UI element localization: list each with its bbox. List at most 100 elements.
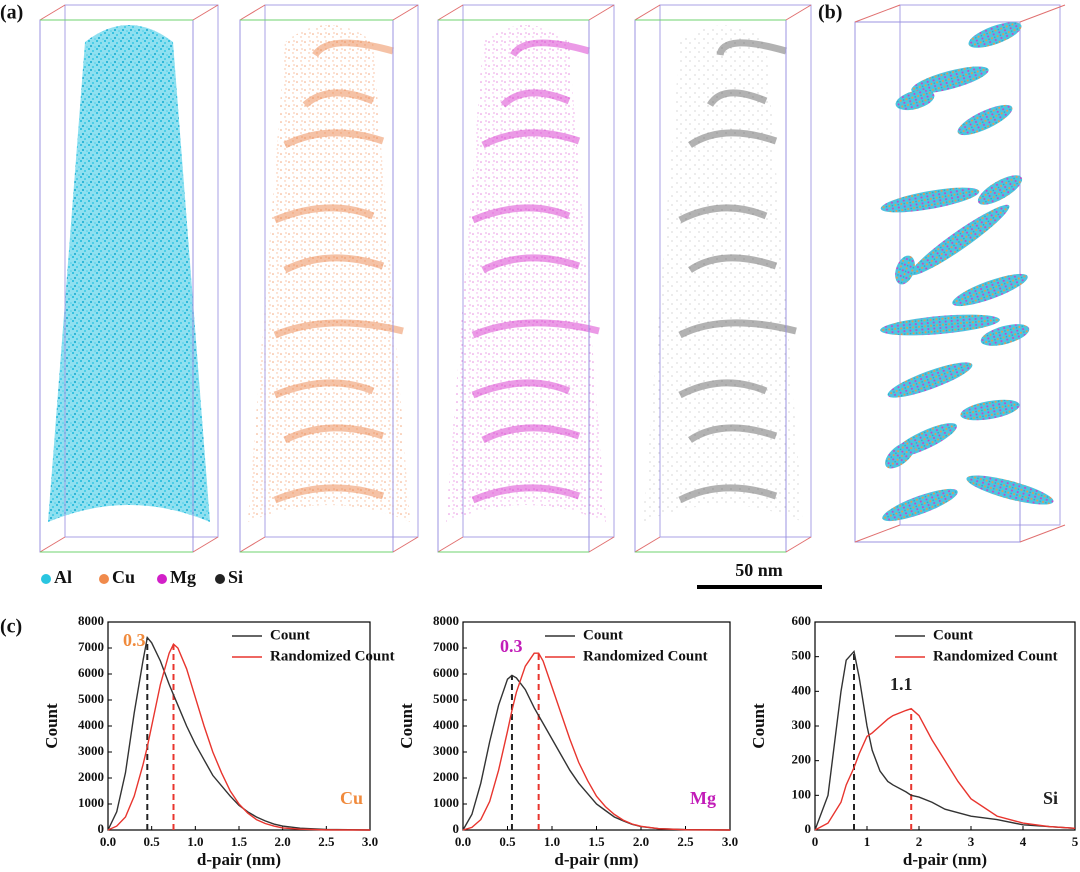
box-back: [264, 4, 419, 538]
y-tick-label: 200: [792, 752, 812, 767]
reconstructions: [39, 4, 1066, 553]
precipitate-band: [471, 319, 600, 339]
y-tick-label: 600: [792, 613, 812, 628]
y-tick-label: 5000: [78, 691, 104, 706]
precipitate-band: [678, 379, 768, 399]
box-edge: [785, 536, 812, 553]
x-tick-label: 2.5: [677, 834, 694, 849]
x-tick-label: 1.5: [231, 834, 248, 849]
box-edge: [437, 4, 464, 21]
precipitate-band: [500, 89, 571, 108]
box-edge: [634, 536, 661, 553]
precipitate-band: [471, 204, 571, 224]
annotation: 0.3: [123, 630, 146, 650]
precipitate-band: [481, 254, 581, 274]
precipitate: [966, 475, 1054, 505]
box-edge: [239, 536, 266, 553]
y-tick-label: 1000: [78, 795, 104, 810]
x-tick-label: 2.0: [275, 834, 291, 849]
precipitate-band: [678, 484, 778, 504]
x-tick-label: 4: [1020, 834, 1027, 849]
precipitate: [880, 314, 1000, 336]
x-tick-label: 3.0: [722, 834, 738, 849]
series-line: [814, 707, 1076, 831]
y-tick-label: 8000: [433, 613, 459, 628]
annotation: Si: [1043, 788, 1058, 808]
y-tick-label: 1000: [433, 795, 459, 810]
box-edge: [392, 536, 419, 553]
y-tick-label: 0: [805, 821, 812, 836]
x-tick-label: 3.0: [362, 834, 378, 849]
y-tick-label: 500: [792, 648, 812, 663]
precipitate-band: [283, 424, 385, 444]
box-edge: [588, 536, 615, 553]
y-tick-label: 0: [98, 821, 105, 836]
y-tick-label: 400: [792, 682, 812, 697]
precipitate-band: [706, 89, 768, 108]
box-edge: [854, 524, 901, 543]
precipitate-band: [471, 379, 571, 399]
box-edge: [392, 4, 419, 21]
y-tick-label: 6000: [78, 665, 104, 680]
x-axis-label: d-pair (nm): [554, 850, 638, 869]
precipitate-band: [283, 254, 385, 274]
y-tick-label: 4000: [78, 717, 104, 732]
y-axis-label: Count: [42, 703, 61, 749]
box-edge: [588, 4, 615, 21]
x-tick-label: 1.0: [187, 834, 203, 849]
panel-label: (a): [0, 2, 23, 24]
precipitate: [880, 187, 980, 213]
precipitate: [882, 488, 958, 522]
precipitate: [980, 324, 1030, 346]
precipitate-band: [302, 89, 375, 108]
box-edge: [1019, 4, 1066, 23]
precipitate: [895, 89, 935, 111]
precipitate: [910, 204, 1010, 276]
legend-label: Al: [54, 567, 72, 587]
y-tick-label: 3000: [78, 743, 104, 758]
legend-dot: [157, 574, 167, 584]
box-back: [462, 4, 615, 538]
precipitate-band: [688, 254, 778, 273]
precipitate: [895, 255, 915, 285]
precipitate-band: [716, 39, 787, 57]
legend-label: Si: [228, 567, 243, 587]
annotation: Cu: [340, 788, 363, 808]
legend-label: Count: [270, 627, 310, 643]
precipitate: [960, 399, 1020, 421]
plot-frame: [814, 621, 1076, 831]
series-line: [107, 642, 371, 831]
x-tick-label: 1.0: [544, 834, 560, 849]
box-edge: [39, 4, 66, 21]
precipitate: [887, 362, 973, 398]
plot-frame: [462, 621, 731, 831]
y-tick-label: 4000: [433, 717, 459, 732]
annotation: Mg: [690, 788, 716, 808]
x-tick-label: 2.5: [318, 834, 335, 849]
precipitate: [957, 104, 1013, 136]
precipitate-band: [509, 39, 590, 58]
x-tick-label: 2.0: [633, 834, 649, 849]
y-tick-label: 300: [792, 717, 812, 732]
y-tick-label: 7000: [433, 639, 459, 654]
x-axis-label: d-pair (nm): [197, 850, 281, 869]
box-back: [64, 4, 219, 538]
y-tick-label: 2000: [433, 769, 459, 784]
precipitate-band: [273, 319, 404, 339]
precipitate-band: [273, 379, 375, 399]
box-edge: [854, 4, 901, 23]
annotation: 1.1: [890, 674, 913, 694]
precipitate-band: [471, 484, 581, 504]
x-tick-label: 0.5: [499, 834, 516, 849]
precipitate: [952, 273, 1028, 307]
box-edge: [634, 4, 661, 21]
box-back: [659, 4, 812, 538]
x-tick-label: 3: [968, 834, 975, 849]
precipitate-band: [678, 204, 768, 224]
box-edge: [192, 4, 219, 21]
x-tick-label: 5: [1072, 834, 1079, 849]
legend-label: Count: [933, 627, 973, 643]
tip: [248, 25, 410, 522]
